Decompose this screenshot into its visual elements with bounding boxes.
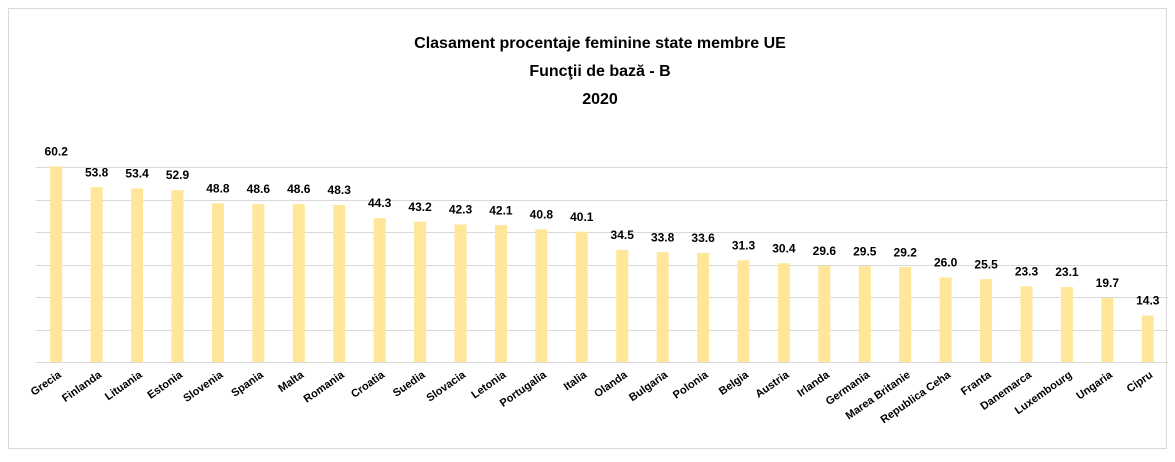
data-label: 44.3	[368, 196, 392, 210]
data-label: 26.0	[934, 256, 958, 270]
data-label: 52.9	[166, 168, 190, 182]
bar	[737, 260, 750, 362]
bar	[697, 252, 710, 362]
data-label: 29.5	[853, 244, 877, 258]
data-label: 48.6	[287, 182, 311, 196]
data-label: 60.2	[45, 145, 69, 159]
data-label: 40.1	[570, 210, 594, 224]
chart-border	[8, 8, 1167, 449]
data-label: 33.8	[651, 230, 675, 244]
bar	[373, 218, 386, 362]
bar	[818, 265, 831, 362]
bar	[252, 204, 265, 362]
bar	[535, 229, 548, 362]
chart-title: Clasament procentaje feminine state memb…	[414, 35, 786, 52]
data-label: 30.4	[772, 241, 796, 255]
data-label: 31.3	[732, 238, 756, 252]
bar	[494, 225, 507, 362]
bar	[980, 279, 993, 362]
data-label: 53.4	[125, 167, 149, 181]
bar	[1060, 286, 1073, 362]
bar	[50, 166, 63, 362]
data-label: 53.8	[85, 165, 109, 179]
bar	[1141, 315, 1154, 362]
data-label: 29.2	[894, 245, 918, 259]
bar	[575, 231, 588, 362]
bar	[1101, 297, 1114, 362]
data-label: 48.6	[247, 182, 271, 196]
data-label: 23.1	[1055, 265, 1079, 279]
data-label: 48.3	[328, 183, 352, 197]
bar	[939, 277, 952, 362]
data-label: 42.1	[489, 203, 513, 217]
bar	[777, 263, 790, 362]
data-label: 25.5	[974, 257, 998, 271]
data-label: 23.3	[1015, 264, 1039, 278]
bar	[616, 249, 629, 362]
data-label: 43.2	[408, 200, 432, 214]
bar	[454, 224, 467, 362]
bar	[899, 267, 912, 362]
bar	[1020, 286, 1033, 362]
data-label: 34.5	[611, 228, 635, 242]
chart-title: 2020	[582, 91, 618, 108]
data-label: 42.3	[449, 203, 473, 217]
data-label: 40.8	[530, 208, 554, 222]
data-label: 14.3	[1136, 294, 1160, 308]
data-label: 19.7	[1096, 276, 1120, 290]
bar	[656, 252, 669, 362]
bar	[171, 190, 184, 362]
bar	[858, 266, 871, 362]
data-label: 29.6	[813, 244, 837, 258]
bar	[333, 205, 346, 362]
bar	[414, 221, 427, 362]
bar	[211, 203, 224, 362]
bar	[292, 204, 305, 362]
data-label: 48.8	[206, 182, 230, 196]
bar	[90, 187, 103, 362]
data-label: 33.6	[691, 231, 715, 245]
bar	[131, 188, 144, 362]
chart-title: Funcţii de bază - B	[529, 63, 670, 80]
